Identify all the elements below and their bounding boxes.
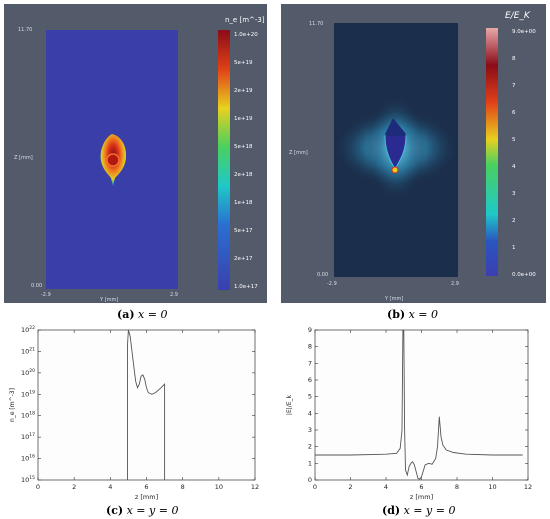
- z-bottom-label: 0.00: [31, 283, 42, 289]
- caption-d: (d) x = y = 0: [382, 504, 456, 517]
- series-line: [315, 329, 523, 480]
- z-bottom-label-b: 0.00: [317, 272, 328, 278]
- plot-frame: [37, 329, 256, 481]
- y-tick-label: 1019: [21, 389, 35, 398]
- colorbar-ne-ticks: 1.0e+20 5e+19 2e+19 1e+19 5e+18 2e+18 1e+18 5e+…: [234, 32, 258, 290]
- y-tick-label: 1018: [21, 411, 35, 420]
- y-left-label-b: -2.9: [327, 281, 337, 287]
- x-axis-label: z [mm]: [135, 493, 158, 501]
- caption-b: (b) x = 0: [387, 308, 439, 321]
- colorbar-field: [486, 28, 498, 276]
- y-tick-label: 3: [308, 426, 312, 434]
- density-line-chart: 0 2 4 6 8 10 12 1015 1016 1017 1018 1019 1020 1021 102…: [9, 325, 259, 501]
- x-tick-label: 8: [455, 483, 459, 491]
- y-tick-label: 8: [308, 343, 312, 351]
- colorbar-tick-label: 5e+17: [234, 228, 253, 234]
- y-tick-label: 7: [308, 359, 312, 367]
- colorbar-tick-label: 2e+19: [234, 88, 253, 94]
- z-axis-label: Z [mm]: [14, 155, 33, 161]
- z-axis-label-b: Z [mm]: [289, 150, 308, 156]
- x-tick-label: 6: [144, 483, 148, 491]
- y-axis-label-b: Y [mm]: [384, 296, 403, 302]
- y-tick-label: 1017: [21, 432, 35, 441]
- x-axis-label: z [mm]: [410, 493, 433, 501]
- x-tick-label: 4: [384, 483, 388, 491]
- streamer-core: [106, 153, 120, 167]
- y-left-label: -2.9: [41, 292, 51, 298]
- colorbar-tick-label: 6: [512, 110, 516, 116]
- y-tick-label: 1022: [21, 325, 35, 334]
- y-axis-label: n_e [m^-3]: [9, 388, 16, 422]
- y-tick-label: 2: [308, 443, 312, 451]
- y-axis-label: Y [mm]: [99, 297, 118, 303]
- x-tick-label: 0: [313, 483, 317, 491]
- y-right-label-b: 2.9: [451, 281, 459, 287]
- field-heatmap: 11.70 0.00 Z [mm] -2.9 2.9 Y [mm] 9.0e+0…: [289, 11, 536, 302]
- colorbar-tick-label: 1e+19: [234, 116, 253, 122]
- x-tick-label: 12: [251, 483, 259, 491]
- x-tick-label: 10: [215, 483, 223, 491]
- y-tick-label: 5: [308, 393, 312, 401]
- y-tick-label: 9: [308, 326, 312, 334]
- caption-c: (c) x = y = 0: [106, 504, 179, 517]
- panel-b: 11.70 0.00 Z [mm] -2.9 2.9 Y [mm] 9.0e+0…: [281, 4, 546, 303]
- colorbar-tick-label: 0.0e+00: [512, 272, 536, 278]
- colorbar-tick-label: 1.0e+17: [234, 284, 258, 290]
- z-top-label-b: 11.70: [309, 21, 323, 27]
- x-tick-label: 10: [488, 483, 496, 491]
- x-tick-label: 12: [524, 483, 532, 491]
- y-tick-label: 0: [308, 476, 312, 484]
- colorbar-ne: [218, 30, 230, 290]
- y-tick-label: 4: [308, 409, 312, 417]
- y-tick-label: 1020: [21, 368, 35, 377]
- colorbar-tick-label: 7: [512, 83, 516, 89]
- colorbar-tick-label: 2e+17: [234, 256, 253, 262]
- colorbar-tick-label: 1e+18: [234, 200, 253, 206]
- panel-a: 11.70 0.00 Z [mm] -2.9 2.9 Y [mm] 1.0e+2…: [4, 4, 267, 303]
- colorbar-ne-title: n_e [m^-3]: [225, 16, 265, 24]
- x-tick-label: 2: [348, 483, 352, 491]
- colorbar-tick-label: 3: [512, 191, 516, 197]
- y-tick-label: 1015: [21, 475, 35, 484]
- x-tick-label: 8: [181, 483, 185, 491]
- colorbar-tick-label: 5: [512, 137, 516, 143]
- colorbar-tick-label: 4: [512, 164, 516, 170]
- colorbar-tick-label: 1: [512, 245, 516, 251]
- colorbar-tick-label: 1.0e+20: [234, 32, 258, 38]
- colorbar-tick-label: 5e+19: [234, 60, 253, 66]
- colorbar-tick-label: 9.0e+00: [512, 29, 536, 35]
- colorbar-field-title: E/E_K: [505, 11, 531, 21]
- x-tick-label: 2: [72, 483, 76, 491]
- field-tip: [391, 166, 399, 174]
- y-tick-label: 1016: [21, 454, 35, 463]
- colorbar-tick-label: 2e+18: [234, 172, 253, 178]
- colorbar-tick-label: 5e+18: [234, 144, 253, 150]
- z-top-label: 11.70: [18, 27, 32, 33]
- series-line: [127, 329, 166, 480]
- y-tick-label: 6: [308, 376, 312, 384]
- plot-frame: [314, 329, 529, 481]
- colorbar-tick-label: 2: [512, 218, 516, 224]
- x-tick-label: 0: [36, 483, 40, 491]
- x-tick-label: 4: [108, 483, 112, 491]
- panel-c: 0 2 4 6 8 10 12 1015 1016 1017 1018 1019 1020 1021 102…: [0, 322, 275, 502]
- y-tick-label: 1: [308, 459, 312, 467]
- y-axis-label: |E|/E_k: [286, 394, 293, 415]
- ne-heatmap: 11.70 0.00 Z [mm] -2.9 2.9 Y [mm] 1.0e+2…: [14, 16, 265, 303]
- caption-a: (a) x = 0: [117, 308, 168, 321]
- colorbar-field-ticks: 9.0e+00 8 7 6 5 4 3 2 1 0.0e+00: [512, 29, 536, 278]
- x-tick-label: 6: [419, 483, 423, 491]
- y-right-label: 2.9: [170, 292, 178, 298]
- colorbar-tick-label: 8: [512, 56, 516, 62]
- panel-d: 0 2 4 6 8 10 12 0 1 2 3 4 5 6 7 8 9 z [mm] |E|/E_k: [277, 322, 550, 502]
- y-tick-label: 1021: [21, 346, 35, 355]
